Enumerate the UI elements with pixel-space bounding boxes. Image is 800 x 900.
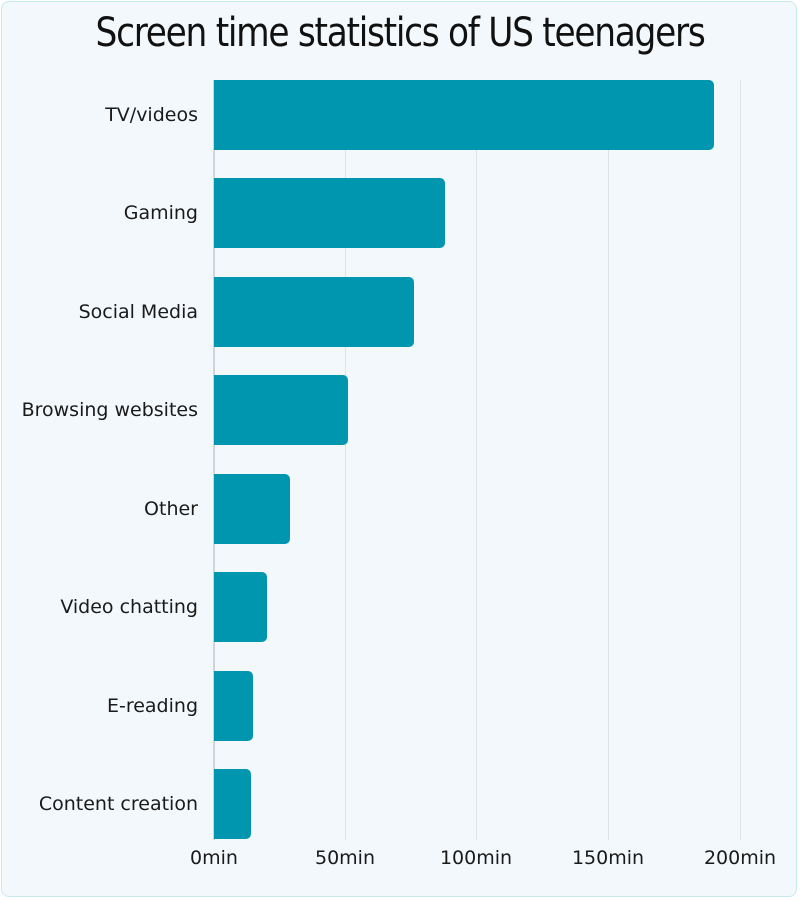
gridline-100	[476, 80, 477, 840]
bar	[214, 474, 290, 544]
gridline-200	[740, 80, 741, 840]
bar	[214, 769, 251, 839]
x-tick-label: 0min	[190, 847, 238, 869]
category-label: Video chatting	[60, 596, 198, 618]
x-tick-label: 100min	[439, 847, 513, 869]
category-label: Gaming	[123, 202, 198, 224]
bar	[214, 80, 714, 150]
category-label: Social Media	[78, 301, 198, 323]
gridline-50	[345, 80, 346, 840]
x-tick-label: 50min	[314, 847, 375, 869]
category-label: E-reading	[106, 695, 198, 717]
bar	[214, 375, 348, 445]
y-axis-line	[213, 80, 215, 840]
gridline-150	[608, 80, 609, 840]
bar	[214, 671, 253, 741]
x-tick-label: 200min	[703, 847, 777, 869]
x-tick-label: 150min	[571, 847, 645, 869]
bar	[214, 572, 267, 642]
bar	[214, 277, 414, 347]
category-label: Browsing websites	[21, 399, 198, 421]
category-label: TV/videos	[105, 104, 198, 126]
bar	[214, 178, 445, 248]
category-label: Other	[144, 498, 198, 520]
chart-title: Screen time statistics of US teenagers	[95, 10, 706, 56]
category-label: Content creation	[38, 793, 198, 815]
